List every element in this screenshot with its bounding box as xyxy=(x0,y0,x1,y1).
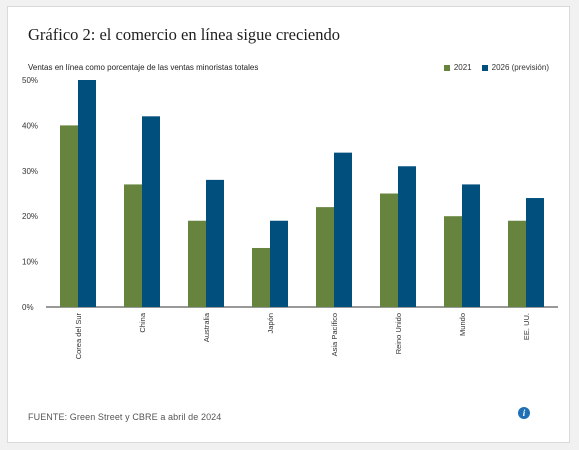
x-tick-label: Japón xyxy=(266,313,275,333)
legend-item-2026: 2026 (previsión) xyxy=(481,63,549,72)
bar-2021 xyxy=(188,220,206,307)
bar-2021 xyxy=(444,216,462,307)
legend-swatch-2021 xyxy=(443,64,450,71)
bar-2026 xyxy=(398,166,416,307)
legend-label-2026: 2026 (previsión) xyxy=(491,63,549,72)
y-tick-label: 30% xyxy=(22,167,38,176)
chart-title: Gráfico 2: el comercio en línea sigue cr… xyxy=(28,25,340,44)
legend-item-2021: 2021 xyxy=(443,63,472,72)
bar-2021 xyxy=(316,207,334,307)
y-tick-label: 50% xyxy=(22,76,38,85)
y-tick-label: 20% xyxy=(22,212,38,221)
legend: 2021 2026 (previsión) xyxy=(443,63,549,72)
info-icon[interactable]: i xyxy=(518,407,530,419)
y-tick-label: 0% xyxy=(22,303,34,312)
y-tick-label: 10% xyxy=(22,258,38,267)
bar-2026 xyxy=(526,198,544,307)
bar-chart: 0% 10% 20% 30% 40% 50% Corea del Sur China Austr… xyxy=(22,76,558,360)
bar-2026 xyxy=(270,220,288,307)
x-tick-label: Australia xyxy=(202,312,211,342)
bar-2021 xyxy=(60,125,78,308)
bar-2021 xyxy=(508,220,526,307)
bar-2021 xyxy=(124,184,142,307)
x-tick-label: EE. UU. xyxy=(522,313,531,340)
x-tick-label: Mundo xyxy=(458,313,467,336)
x-tick-label: Asia Pacífico xyxy=(330,313,339,356)
y-tick-label: 40% xyxy=(22,121,38,130)
x-tick-label: Reino Unido xyxy=(394,313,403,354)
bar-2026 xyxy=(334,152,352,307)
bar-2026 xyxy=(206,179,224,307)
chart-card: Gráfico 2: el comercio en línea sigue cr… xyxy=(7,6,570,443)
bar-2021 xyxy=(380,193,398,307)
y-axis-label: Ventas en línea como porcentaje de las v… xyxy=(28,63,259,72)
bar-2026 xyxy=(78,80,96,307)
bar-2026 xyxy=(462,184,480,307)
source-note: FUENTE: Green Street y CBRE a abril de 2… xyxy=(28,412,222,422)
bar-2021 xyxy=(252,247,270,307)
legend-swatch-2026 xyxy=(481,64,488,71)
bar-2026 xyxy=(142,116,160,307)
legend-label-2021: 2021 xyxy=(453,63,472,72)
x-tick-label: Corea del Sur xyxy=(74,313,83,360)
x-tick-label: China xyxy=(138,312,147,332)
